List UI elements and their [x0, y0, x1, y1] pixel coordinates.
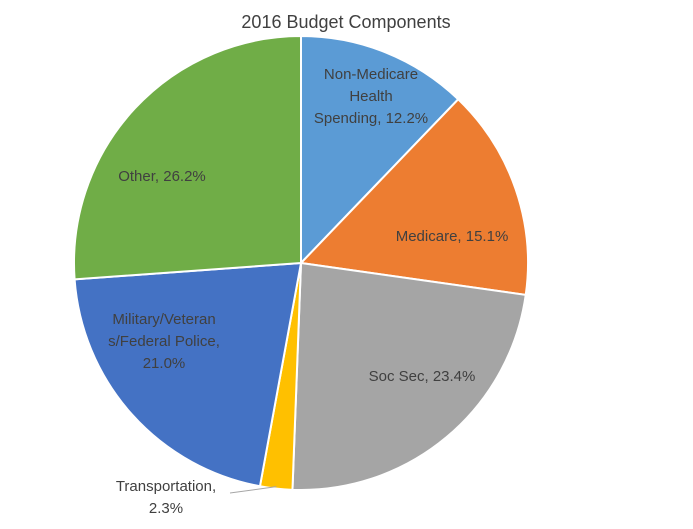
pie-slice-medicare — [298, 97, 529, 297]
pie-slice-soc-sec — [291, 261, 527, 491]
pie-label-medicare: Medicare, 15.1% — [396, 228, 509, 245]
pie-label-military-veterans-federal-police: Military/Veteran s/Federal Police, 21.0% — [108, 311, 220, 372]
pie-slice-non-medicare-health-spending — [300, 34, 460, 266]
pie-slice-military-veterans-federal-police — [73, 261, 303, 488]
pie-label-other: Other, 26.2% — [118, 168, 206, 185]
transportation-leader-line — [229, 486, 277, 494]
pie-labels: Non-Medicare Health Spending, 12.2% Medicar… — [108, 66, 508, 517]
pie-label-soc-sec: Soc Sec, 23.4% — [369, 368, 476, 385]
pie-label-transportation: Transportation, 2.3% — [116, 478, 216, 517]
chart-title: 2016 Budget Components — [241, 12, 450, 32]
pie-label-non-medicare-health-spending: Non-Medicare Health Spending, 12.2% — [314, 66, 428, 127]
pie-slices — [73, 34, 529, 491]
pie-slice-other — [73, 34, 302, 281]
